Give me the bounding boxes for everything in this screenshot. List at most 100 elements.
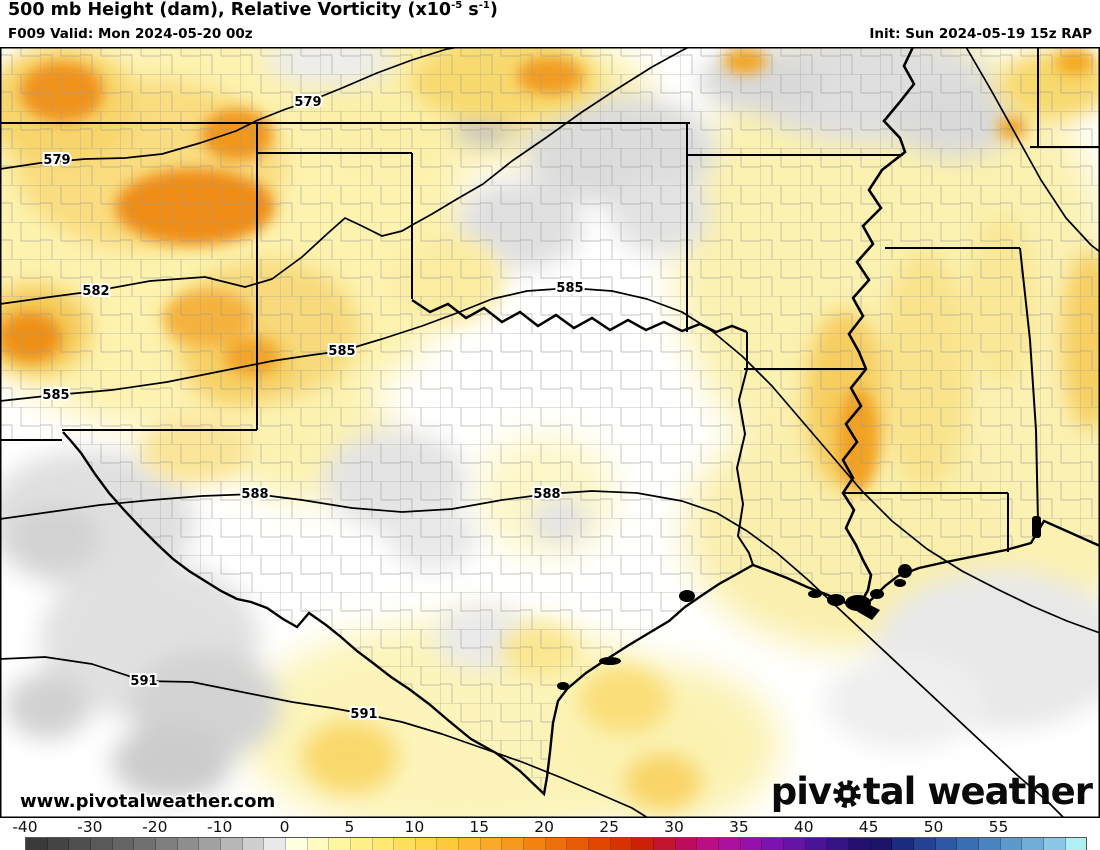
logo-text-weather: weather (927, 769, 1093, 813)
colorbar-tick: -30 (77, 818, 103, 836)
map-area: 579 579 582 585 585 585 588 588 591 591 www.pivot… (0, 47, 1100, 818)
colorbar-cell (740, 838, 763, 850)
colorbar-cell (978, 838, 1001, 850)
contour-label: 585 (556, 281, 583, 296)
colorbar-cell (199, 838, 221, 850)
contour-label: 588 (241, 487, 268, 502)
colorbar-cell (957, 838, 979, 850)
contour-label: 585 (42, 388, 69, 403)
colorbar-tick: 55 (988, 818, 1009, 836)
colorbar-cell (610, 838, 633, 850)
colorbar-cell (242, 838, 265, 850)
colorbar-cell (437, 838, 460, 850)
logo-text-tal: tal (863, 769, 916, 813)
contour-579 (0, 47, 460, 170)
valid-time-label: F009 Valid: Mon 2024-05-20 00z (8, 26, 253, 42)
colorbar-cell (589, 838, 611, 850)
colorbar-cell (675, 838, 698, 850)
colorbar-tick: 35 (729, 818, 749, 836)
colorbar-cell (47, 838, 70, 850)
colorbar-cell (697, 838, 719, 850)
colorbar-cell (719, 838, 741, 850)
red-river (411, 298, 748, 334)
colorbar-cell (90, 838, 113, 850)
colorbar-cell (827, 838, 849, 850)
colorbar-tick: -20 (142, 818, 168, 836)
colorbar-cell (394, 838, 416, 850)
contour-591 (0, 656, 649, 818)
colorbar-cell (524, 838, 546, 850)
colorbar-cell (285, 838, 308, 850)
page-title: 500 mb Height (dam), Relative Vorticity … (8, 0, 498, 20)
colorbar-cell (480, 838, 503, 850)
colorbar-cell (783, 838, 806, 850)
colorbar-tick: -40 (12, 818, 38, 836)
colorbar-cell (762, 838, 784, 850)
contour-label: 588 (533, 487, 560, 502)
pivotal-weather-logo: piv tal weather (770, 768, 1093, 814)
colorbar-cell (307, 838, 330, 850)
init-time-label: Init: Sun 2024-05-19 15z RAP (869, 26, 1092, 42)
colorbar-tick: 5 (344, 818, 355, 836)
colorbar-cell (913, 838, 936, 850)
colorbar-cell (1043, 838, 1066, 850)
colorbar-cell (848, 838, 871, 850)
colorbar-tick: 0 (279, 818, 290, 836)
colorbar-cell (654, 838, 676, 850)
rivers (411, 47, 916, 602)
colorbar-tick: 25 (599, 818, 619, 836)
contour-right-segment (965, 47, 1100, 253)
contour-label: 585 (328, 344, 355, 359)
colorbar-tick-labels: -40 -30 -20 -10 0 5 10 15 20 25 30 35 40 45 50 55 (12, 818, 1085, 836)
state-borders (0, 47, 1100, 566)
contour-label: 591 (130, 674, 157, 689)
colorbar-tick: 50 (923, 818, 944, 836)
coastline (62, 431, 1100, 797)
colorbar-cell (26, 838, 48, 850)
colorbar-cell (545, 838, 568, 850)
colorbar-tick: 45 (858, 818, 879, 836)
colorbar-tick: -10 (207, 818, 233, 836)
colorbar-cell (329, 838, 351, 850)
colorbar-cell (69, 838, 91, 850)
colorbar-cell (177, 838, 200, 850)
colorbar-cell (1022, 838, 1044, 850)
colorbar-cell (134, 838, 156, 850)
height-contours (0, 47, 1100, 818)
colorbar-tick: 10 (404, 818, 425, 836)
gear-icon (833, 780, 861, 808)
colorbar-tick: 40 (793, 818, 814, 836)
colorbar-cell (502, 838, 525, 850)
colorbar-cell (220, 838, 243, 850)
contour-582 (0, 47, 690, 305)
weather-map: 579 579 582 585 585 585 588 588 591 591 www.pivot… (0, 47, 1100, 818)
watermark-url: www.pivotalweather.com (20, 791, 275, 812)
logo-text-piv: piv (770, 769, 832, 813)
colorbar-cell (632, 838, 655, 850)
colorbar-cell (805, 838, 828, 850)
colorbar-cell (459, 838, 481, 850)
colorbar-cell (112, 838, 135, 850)
contour-label: 591 (350, 707, 377, 722)
colorbar-tick: 30 (664, 818, 684, 836)
colorbar-scale (25, 837, 1087, 850)
contour-588 (0, 490, 1065, 818)
contour-label: 579 (43, 153, 70, 168)
mississippi-river (841, 47, 916, 602)
colorbar-cell (264, 838, 286, 850)
colorbar-cell (372, 838, 395, 850)
colorbar-cell (870, 838, 893, 850)
header: 500 mb Height (dam), Relative Vorticity … (0, 0, 1100, 47)
map-border (0, 47, 1100, 818)
colorbar-cell (1065, 838, 1087, 850)
colorbar-cell (892, 838, 914, 850)
colorbar-cell (415, 838, 438, 850)
colorbar-tick: 20 (534, 818, 555, 836)
colorbar-cell (155, 838, 178, 850)
colorbar-cell (567, 838, 590, 850)
coastal-water-bodies (557, 516, 1041, 690)
colorbar-tick: 15 (469, 818, 490, 836)
contour-label: 582 (82, 284, 109, 299)
colorbar-cell (1000, 838, 1023, 850)
